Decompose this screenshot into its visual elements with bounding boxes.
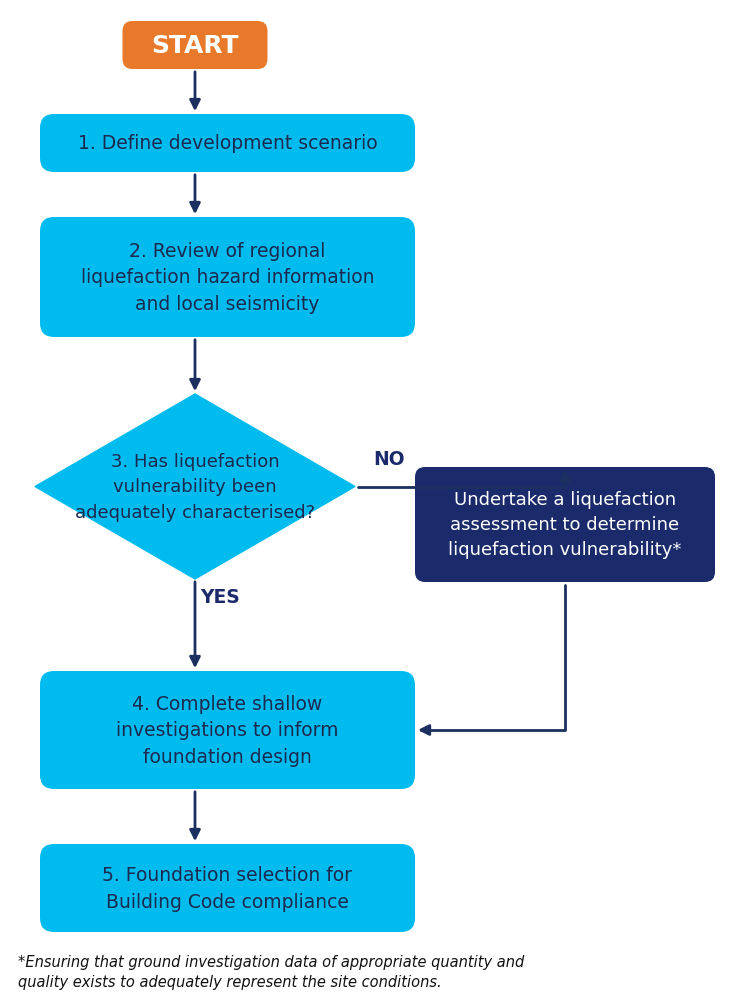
Text: Undertake a liquefaction
assessment to determine
liquefaction vulnerability*: Undertake a liquefaction assessment to d… xyxy=(448,491,682,559)
Text: YES: YES xyxy=(200,587,240,606)
Text: 5. Foundation selection for
Building Code compliance: 5. Foundation selection for Building Cod… xyxy=(103,866,352,911)
FancyBboxPatch shape xyxy=(40,671,415,789)
FancyBboxPatch shape xyxy=(122,22,268,70)
FancyBboxPatch shape xyxy=(40,115,415,173)
Text: START: START xyxy=(152,34,238,58)
Text: NO: NO xyxy=(373,449,405,468)
Text: 2. Review of regional
liquefaction hazard information
and local seismicity: 2. Review of regional liquefaction hazar… xyxy=(81,242,374,314)
Text: 1. Define development scenario: 1. Define development scenario xyxy=(78,134,377,153)
Text: *Ensuring that ground investigation data of appropriate quantity and
quality exi: *Ensuring that ground investigation data… xyxy=(18,954,524,989)
FancyBboxPatch shape xyxy=(40,218,415,338)
FancyBboxPatch shape xyxy=(40,844,415,932)
FancyBboxPatch shape xyxy=(415,467,715,582)
Polygon shape xyxy=(35,395,355,580)
Text: 4. Complete shallow
investigations to inform
foundation design: 4. Complete shallow investigations to in… xyxy=(116,694,339,766)
Text: 3. Has liquefaction
vulnerability been
adequately characterised?: 3. Has liquefaction vulnerability been a… xyxy=(75,452,315,522)
